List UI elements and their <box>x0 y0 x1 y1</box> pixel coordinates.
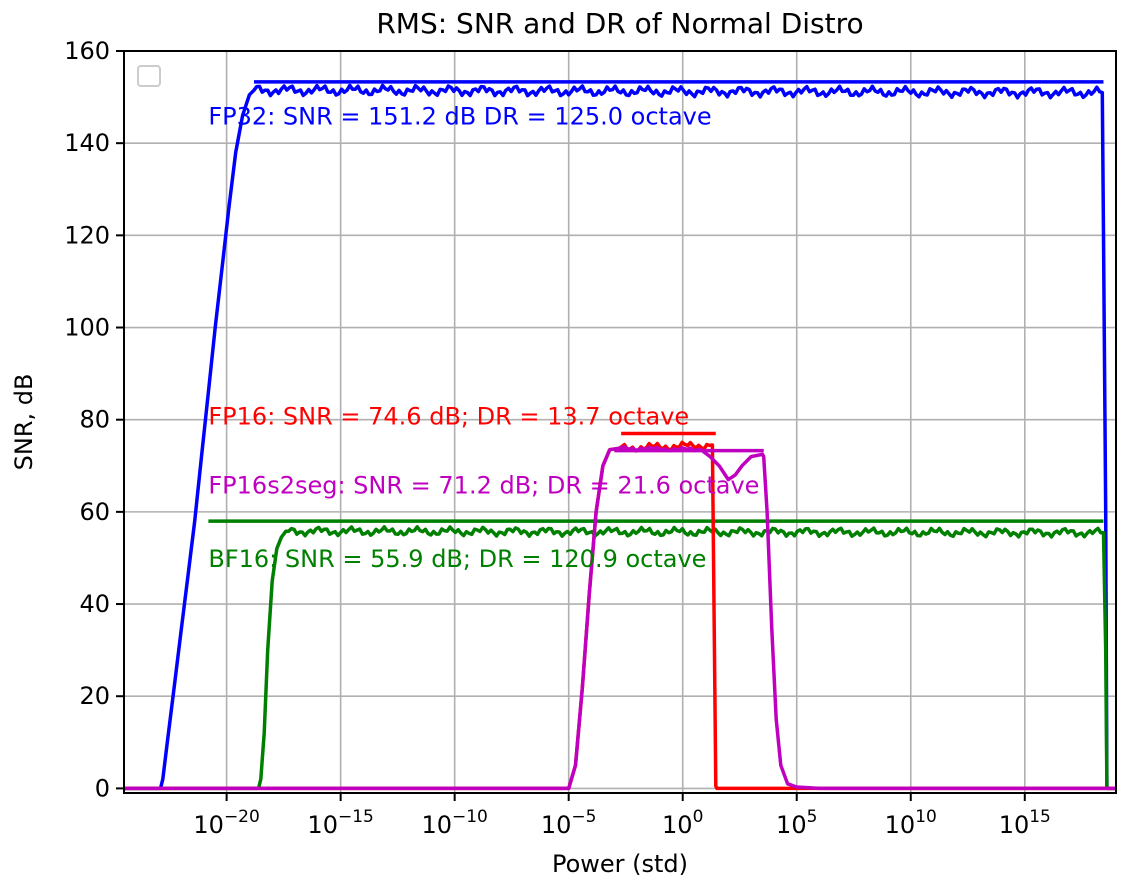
x-tick-label: 10−5 <box>541 807 597 839</box>
y-tick-label: 140 <box>64 129 110 157</box>
series-fp32-annotation: FP32: SNR = 151.2 dB DR = 125.0 octave <box>208 103 711 131</box>
series-fp16s2seg-annotation: FP16s2seg: SNR = 71.2 dB; DR = 21.6 octa… <box>208 471 759 499</box>
y-tick-label: 20 <box>79 682 110 710</box>
x-tick-label: 10−15 <box>307 807 373 839</box>
x-axis-label: Power (std) <box>552 850 688 878</box>
annotations: FP32: SNR = 151.2 dB DR = 125.0 octave BF… <box>208 103 759 573</box>
y-tick-label: 160 <box>64 37 110 65</box>
chart-title: RMS: SNR and DR of Normal Distro <box>376 7 863 40</box>
x-tick-label: 1015 <box>999 807 1051 839</box>
series-fp32-curve <box>124 83 1116 791</box>
x-tick-label: 10−10 <box>421 807 487 839</box>
y-tick-label: 120 <box>64 221 110 249</box>
x-tick-label: 105 <box>776 807 817 839</box>
x-tick-label: 100 <box>662 807 703 839</box>
y-tick-label: 40 <box>79 590 110 618</box>
y-tick-label: 100 <box>64 314 110 342</box>
x-tick-label: 10−20 <box>193 807 259 839</box>
y-tick-label: 60 <box>79 498 110 526</box>
series-layer <box>124 80 1116 791</box>
series-bf16-curve <box>124 525 1116 791</box>
y-tick-label: 0 <box>95 774 110 802</box>
axis-ticks: 0 20 40 60 80 100 120 140 160 10−20 10−15 10−10 10−5… <box>64 37 1051 839</box>
y-axis-label: SNR, dB <box>10 374 38 471</box>
legend-box <box>137 65 161 87</box>
plot-frame <box>123 50 1117 794</box>
y-tick-label: 80 <box>79 406 110 434</box>
x-tick-label: 1010 <box>885 807 937 839</box>
grid <box>124 50 1116 793</box>
series-fp16-annotation: FP16: SNR = 74.6 dB; DR = 13.7 octave <box>208 402 689 430</box>
series-bf16-annotation: BF16: SNR = 55.9 dB; DR = 120.9 octave <box>208 545 706 573</box>
